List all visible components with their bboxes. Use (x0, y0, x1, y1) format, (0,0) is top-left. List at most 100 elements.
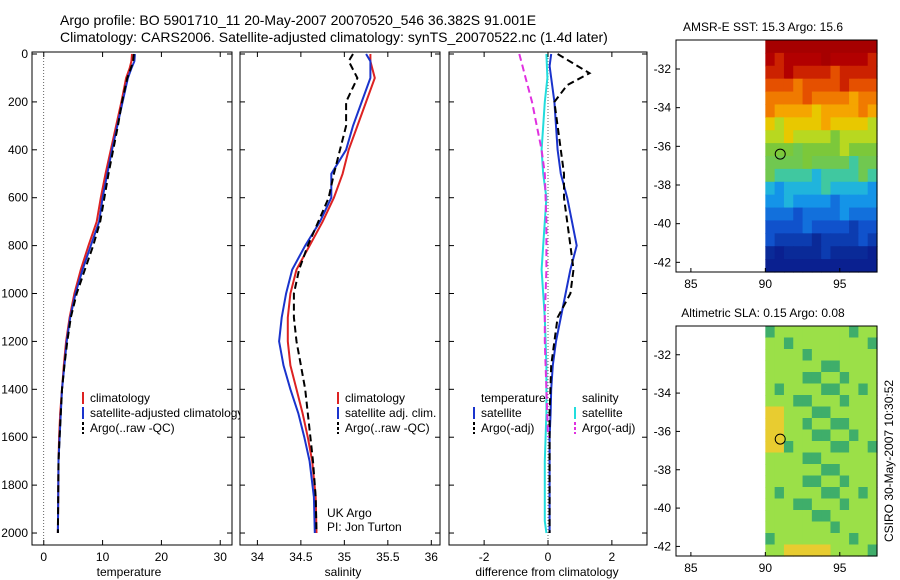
map-cell (849, 143, 859, 157)
temperature-legend: climatology satellite-adjusted climatolo… (82, 391, 243, 435)
map-cell (793, 194, 804, 209)
y-tick-label: -38 (654, 463, 672, 477)
map-cell (802, 130, 813, 144)
map-cell (783, 452, 794, 465)
map-cell (783, 395, 794, 408)
map-cell (783, 91, 794, 106)
map-cell (765, 544, 776, 557)
map-cell (839, 52, 850, 67)
map-cell (802, 168, 813, 183)
map-cell (839, 91, 850, 106)
map-cell (830, 418, 841, 431)
map-cell (830, 168, 841, 183)
map-cell (849, 418, 859, 431)
map-cell (802, 544, 813, 557)
map-cell (783, 78, 794, 93)
map-cell (867, 220, 878, 234)
map-cell (774, 418, 785, 431)
map-cell (821, 78, 832, 93)
map-cell (867, 130, 878, 144)
y-tick-label: -38 (654, 178, 672, 192)
map-cell (830, 487, 841, 500)
map-cell (783, 475, 794, 488)
map-cell (858, 104, 869, 118)
map-cell (830, 117, 841, 131)
map-cell (774, 441, 785, 454)
map-cell (765, 78, 776, 93)
map-cell (830, 372, 841, 385)
map-cell (830, 143, 841, 157)
map-cell (867, 498, 878, 511)
map-cell (793, 418, 804, 431)
map-cell (793, 207, 804, 222)
map-cell (811, 259, 822, 273)
map-cell (802, 521, 813, 534)
map-cell (811, 117, 822, 131)
map-cell (783, 383, 794, 396)
map-cell (849, 395, 859, 408)
map-cell (783, 104, 794, 118)
map-cell (830, 91, 841, 106)
map-cell (783, 498, 794, 511)
map-cell (839, 337, 850, 350)
x-tick-label: 10 (96, 550, 110, 564)
map-cell (839, 220, 850, 234)
map-cell (765, 259, 776, 273)
map-cell (793, 383, 804, 396)
map-cell (802, 91, 813, 106)
map-cell (802, 65, 813, 80)
map-cell (858, 168, 869, 183)
map-cell (849, 533, 859, 546)
map-cell (830, 533, 841, 546)
map-cell (830, 441, 841, 454)
map-cell (821, 337, 832, 350)
series-line-climatology (286, 54, 376, 534)
map-cell (793, 326, 804, 339)
map-cell (802, 52, 813, 67)
map-cell (793, 117, 804, 131)
map-cell (858, 418, 869, 431)
map-cell (867, 360, 878, 373)
salinity-panel: salinity 34 34.5 35 35.5 36 climatology sate… (239, 51, 441, 579)
legend-satellite-label: satellite adj. clim. (345, 406, 436, 420)
map-cell (830, 349, 841, 362)
map-cell (802, 533, 813, 546)
map-cell (793, 395, 804, 408)
map-cell (783, 65, 794, 80)
map-cell (783, 168, 794, 183)
map-cell (830, 464, 841, 477)
y-tick-label: 800 (8, 239, 28, 253)
y-tick-label: -32 (654, 348, 672, 362)
map-cell (821, 65, 832, 80)
map-cell (765, 156, 776, 170)
map-cell (783, 326, 794, 339)
map-cell (765, 521, 776, 534)
map-cell (811, 181, 822, 196)
map-cell (830, 326, 841, 339)
map-cell (793, 233, 804, 247)
map-cell (821, 207, 832, 222)
map-cell (839, 406, 850, 419)
map-cell (839, 510, 850, 523)
y-tick-label: 600 (8, 191, 28, 205)
map-cell (774, 349, 785, 362)
map-cell (849, 487, 859, 500)
map-cell (811, 168, 822, 183)
map-cell (839, 207, 850, 222)
map-cell (774, 207, 785, 222)
map-cell (858, 383, 869, 396)
map-cell (821, 104, 832, 118)
figure-title-line-1: Argo profile: BO 5901710_11 20-May-2007 … (60, 12, 536, 28)
map-cell (849, 78, 859, 93)
sla-map-panel: Altimetric SLA: 0.15 Argo: 0.08 85 90 95 -3… (654, 306, 878, 575)
map-cell (793, 533, 804, 546)
map-cell (802, 383, 813, 396)
map-cell (830, 452, 841, 465)
map-cell (765, 452, 776, 465)
map-cell (830, 498, 841, 511)
map-cell (765, 498, 776, 511)
map-cell (765, 233, 776, 247)
map-cell (849, 326, 859, 339)
x-tick-label: 36 (425, 550, 439, 564)
map-cell (830, 259, 841, 273)
